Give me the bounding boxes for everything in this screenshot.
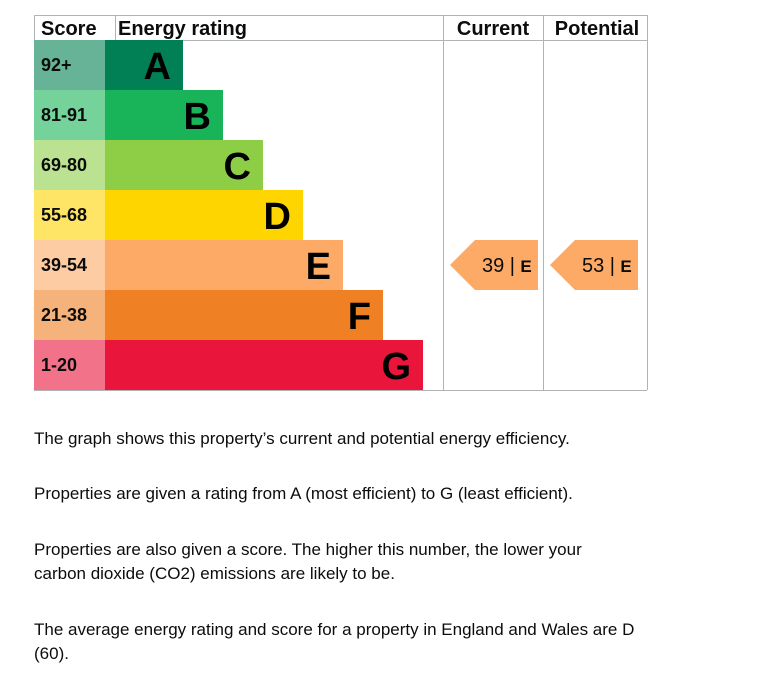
rating-letter-b: B (184, 96, 211, 138)
score-range-c: 69-80 (41, 155, 87, 175)
score-range-d: 55-68 (41, 205, 87, 225)
score-range-b: 81-91 (41, 105, 87, 125)
score-cell-b (34, 90, 105, 140)
score-cell-a (34, 40, 105, 90)
rating-bar-b (105, 90, 223, 140)
current-score-label: 39 | (482, 255, 515, 277)
score-range-g: 1-20 (41, 355, 77, 375)
description-score: Properties are also given a score. The h… (34, 540, 582, 583)
potential-rating-arrow (550, 240, 638, 290)
energy-rating-chart: Score Energy rating Current Potential 92… (34, 15, 648, 391)
rating-letter-a: A (144, 46, 171, 88)
rating-letter-e: E (306, 246, 331, 288)
score-range-e: 39-54 (41, 255, 87, 275)
score-range-f: 21-38 (41, 305, 87, 325)
rating-bar-e (105, 240, 343, 290)
score-cell-c (34, 140, 105, 190)
potential-rating-letter: E (620, 257, 631, 276)
score-cell-d (34, 190, 105, 240)
score-cell-g (34, 340, 105, 390)
rating-bar-a (105, 40, 183, 90)
rating-bands: 92+ A 81-91 B 69-80 C 55-68 D 39-54 E 21-38 F 1-20 G (34, 40, 423, 390)
current-column-header: Current (457, 18, 530, 40)
description-graph: The graph shows this property’s current … (34, 429, 570, 448)
rating-letter-c: C (224, 146, 251, 188)
rating-indicators: 39 | E 53 | E (450, 240, 638, 290)
rating-letter-f: F (348, 296, 371, 338)
score-cell-e (34, 240, 105, 290)
score-range-a: 92+ (41, 55, 72, 75)
rating-bar-g (105, 340, 423, 390)
rating-bar-c (105, 140, 263, 190)
rating-letter-g: G (381, 346, 411, 388)
rating-letter-d: D (264, 196, 291, 238)
current-rating-letter: E (520, 257, 531, 276)
rating-bar-d (105, 190, 303, 240)
energy-rating-column-header: Energy rating (118, 18, 247, 40)
potential-column-header: Potential (555, 18, 639, 40)
score-column-header: Score (41, 18, 97, 40)
description-rating-scale: Properties are given a rating from A (mo… (34, 484, 573, 503)
rating-bar-f (105, 290, 383, 340)
current-rating-arrow (450, 240, 538, 290)
score-cell-f (34, 290, 105, 340)
description-average: The average energy rating and score for … (34, 620, 635, 663)
potential-score-label: 53 | (582, 255, 615, 277)
